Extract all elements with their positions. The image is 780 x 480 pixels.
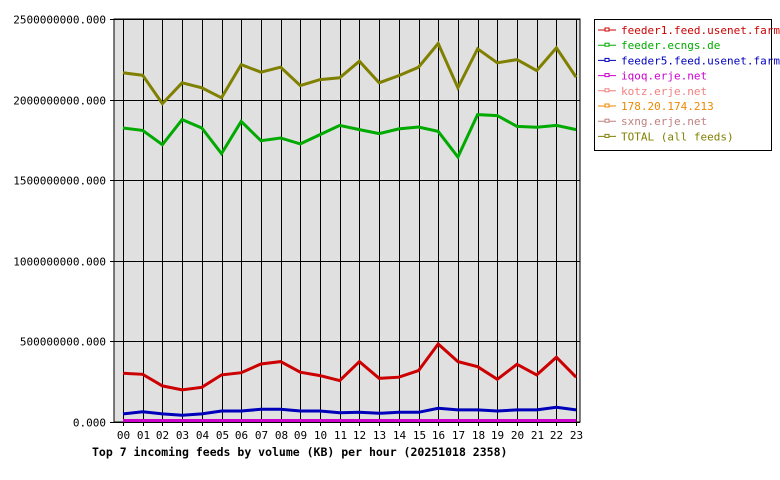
x-tick-label: 04 — [196, 429, 210, 442]
legend-label: kotz.erje.net — [621, 85, 707, 98]
legend-item: TOTAL (all feeds) — [598, 130, 734, 143]
x-tick-label: 22 — [550, 429, 563, 442]
legend-label: 178.20.174.213 — [621, 100, 714, 113]
x-tick-label: 14 — [393, 429, 407, 442]
legend-marker-icon — [604, 88, 610, 93]
legend-item: 178.20.174.213 — [598, 100, 714, 113]
y-axis-labels: 0.000 500000000.000 1000000000.000 15000000… — [13, 14, 106, 430]
legend-marker-icon — [604, 103, 610, 108]
x-tick-label: 21 — [531, 429, 544, 442]
x-tick-label: 09 — [294, 429, 307, 442]
legend-marker-icon — [604, 73, 610, 78]
series-line-7 — [122, 40, 578, 106]
y-tick-label: 2500000000.000 — [13, 14, 106, 27]
legend-box — [594, 19, 772, 151]
series-line-1 — [122, 113, 577, 160]
legend-marker-icon — [604, 42, 610, 47]
x-tick-label: 18 — [472, 429, 485, 442]
series-lines — [122, 40, 578, 422]
x-tick-label: 10 — [314, 429, 327, 442]
legend-marker-icon — [604, 133, 610, 138]
x-tick-label: 17 — [452, 429, 465, 442]
legend: feeder1.feed.usenet.farm feeder.ecngs.de f… — [594, 19, 780, 151]
legend-item: feeder.ecngs.de — [598, 39, 720, 52]
legend-marker-icon — [604, 57, 610, 62]
legend-label: TOTAL (all feeds) — [621, 130, 734, 143]
y-tick-label: 2000000000.000 — [13, 95, 106, 108]
y-tick-label: 500000000.000 — [20, 336, 106, 349]
y-tick-label: 1000000000.000 — [13, 256, 106, 269]
horizontal-gridlines — [110, 19, 580, 423]
x-axis-labels: 00 01 02 03 04 05 06 07 08 09 10 11 12 13 14 15 16 17 18 19… — [117, 429, 583, 442]
x-tick-label: 15 — [413, 429, 426, 442]
legend-label: feeder1.feed.usenet.farm — [621, 24, 780, 37]
x-tick-label: 12 — [353, 429, 366, 442]
y-tick-label: 1500000000.000 — [13, 175, 106, 188]
x-tick-label: 03 — [176, 429, 189, 442]
x-tick-label: 19 — [491, 429, 504, 442]
legend-label: sxng.erje.net — [621, 115, 707, 128]
series-line-0 — [122, 341, 578, 392]
legend-label: feeder5.feed.usenet.farm — [621, 54, 780, 67]
x-tick-label: 16 — [432, 429, 445, 442]
y-tick-label: 0.000 — [73, 417, 106, 430]
legend-label: feeder.ecngs.de — [621, 39, 720, 52]
x-tick-label: 13 — [373, 429, 386, 442]
x-tick-label: 02 — [156, 429, 169, 442]
legend-item: kotz.erje.net — [598, 85, 707, 98]
legend-label: iqoq.erje.net — [621, 70, 707, 83]
legend-marker-icon — [604, 27, 610, 32]
x-tick-label: 07 — [255, 429, 268, 442]
x-tick-label: 05 — [216, 429, 229, 442]
plot-area — [113, 18, 581, 423]
legend-marker-icon — [604, 118, 610, 123]
x-tick-label: 20 — [511, 429, 524, 442]
legend-item: feeder1.feed.usenet.farm — [598, 24, 780, 37]
legend-item: feeder5.feed.usenet.farm — [598, 54, 780, 67]
x-tick-label: 08 — [275, 429, 288, 442]
x-tick-label: 06 — [235, 429, 248, 442]
legend-item: sxng.erje.net — [598, 115, 707, 128]
x-tick-label: 23 — [570, 429, 583, 442]
legend-item: iqoq.erje.net — [598, 70, 707, 83]
x-tick-label: 00 — [117, 429, 130, 442]
x-tick-label: 11 — [334, 429, 347, 442]
x-tick-label: 01 — [137, 429, 150, 442]
chart-title: Top 7 incoming feeds by volume (KB) per … — [92, 445, 507, 459]
series-line-2 — [122, 405, 577, 417]
